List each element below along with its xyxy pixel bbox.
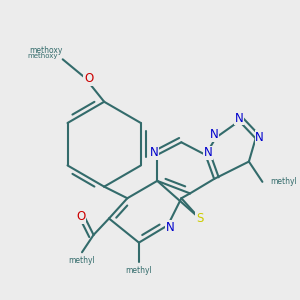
- Text: methoxy: methoxy: [27, 53, 58, 59]
- Text: S: S: [196, 212, 203, 225]
- Text: N: N: [150, 146, 159, 159]
- Text: N: N: [210, 128, 218, 141]
- Text: methyl: methyl: [270, 177, 297, 186]
- Text: O: O: [84, 72, 93, 85]
- Text: N: N: [204, 146, 213, 159]
- Text: methoxy: methoxy: [29, 46, 63, 56]
- Text: N: N: [235, 112, 244, 125]
- Text: N: N: [255, 131, 264, 144]
- Text: O: O: [76, 210, 86, 223]
- Text: methyl: methyl: [125, 266, 152, 275]
- Text: N: N: [165, 221, 174, 234]
- Text: methyl: methyl: [69, 256, 95, 265]
- Text: O: O: [83, 72, 92, 85]
